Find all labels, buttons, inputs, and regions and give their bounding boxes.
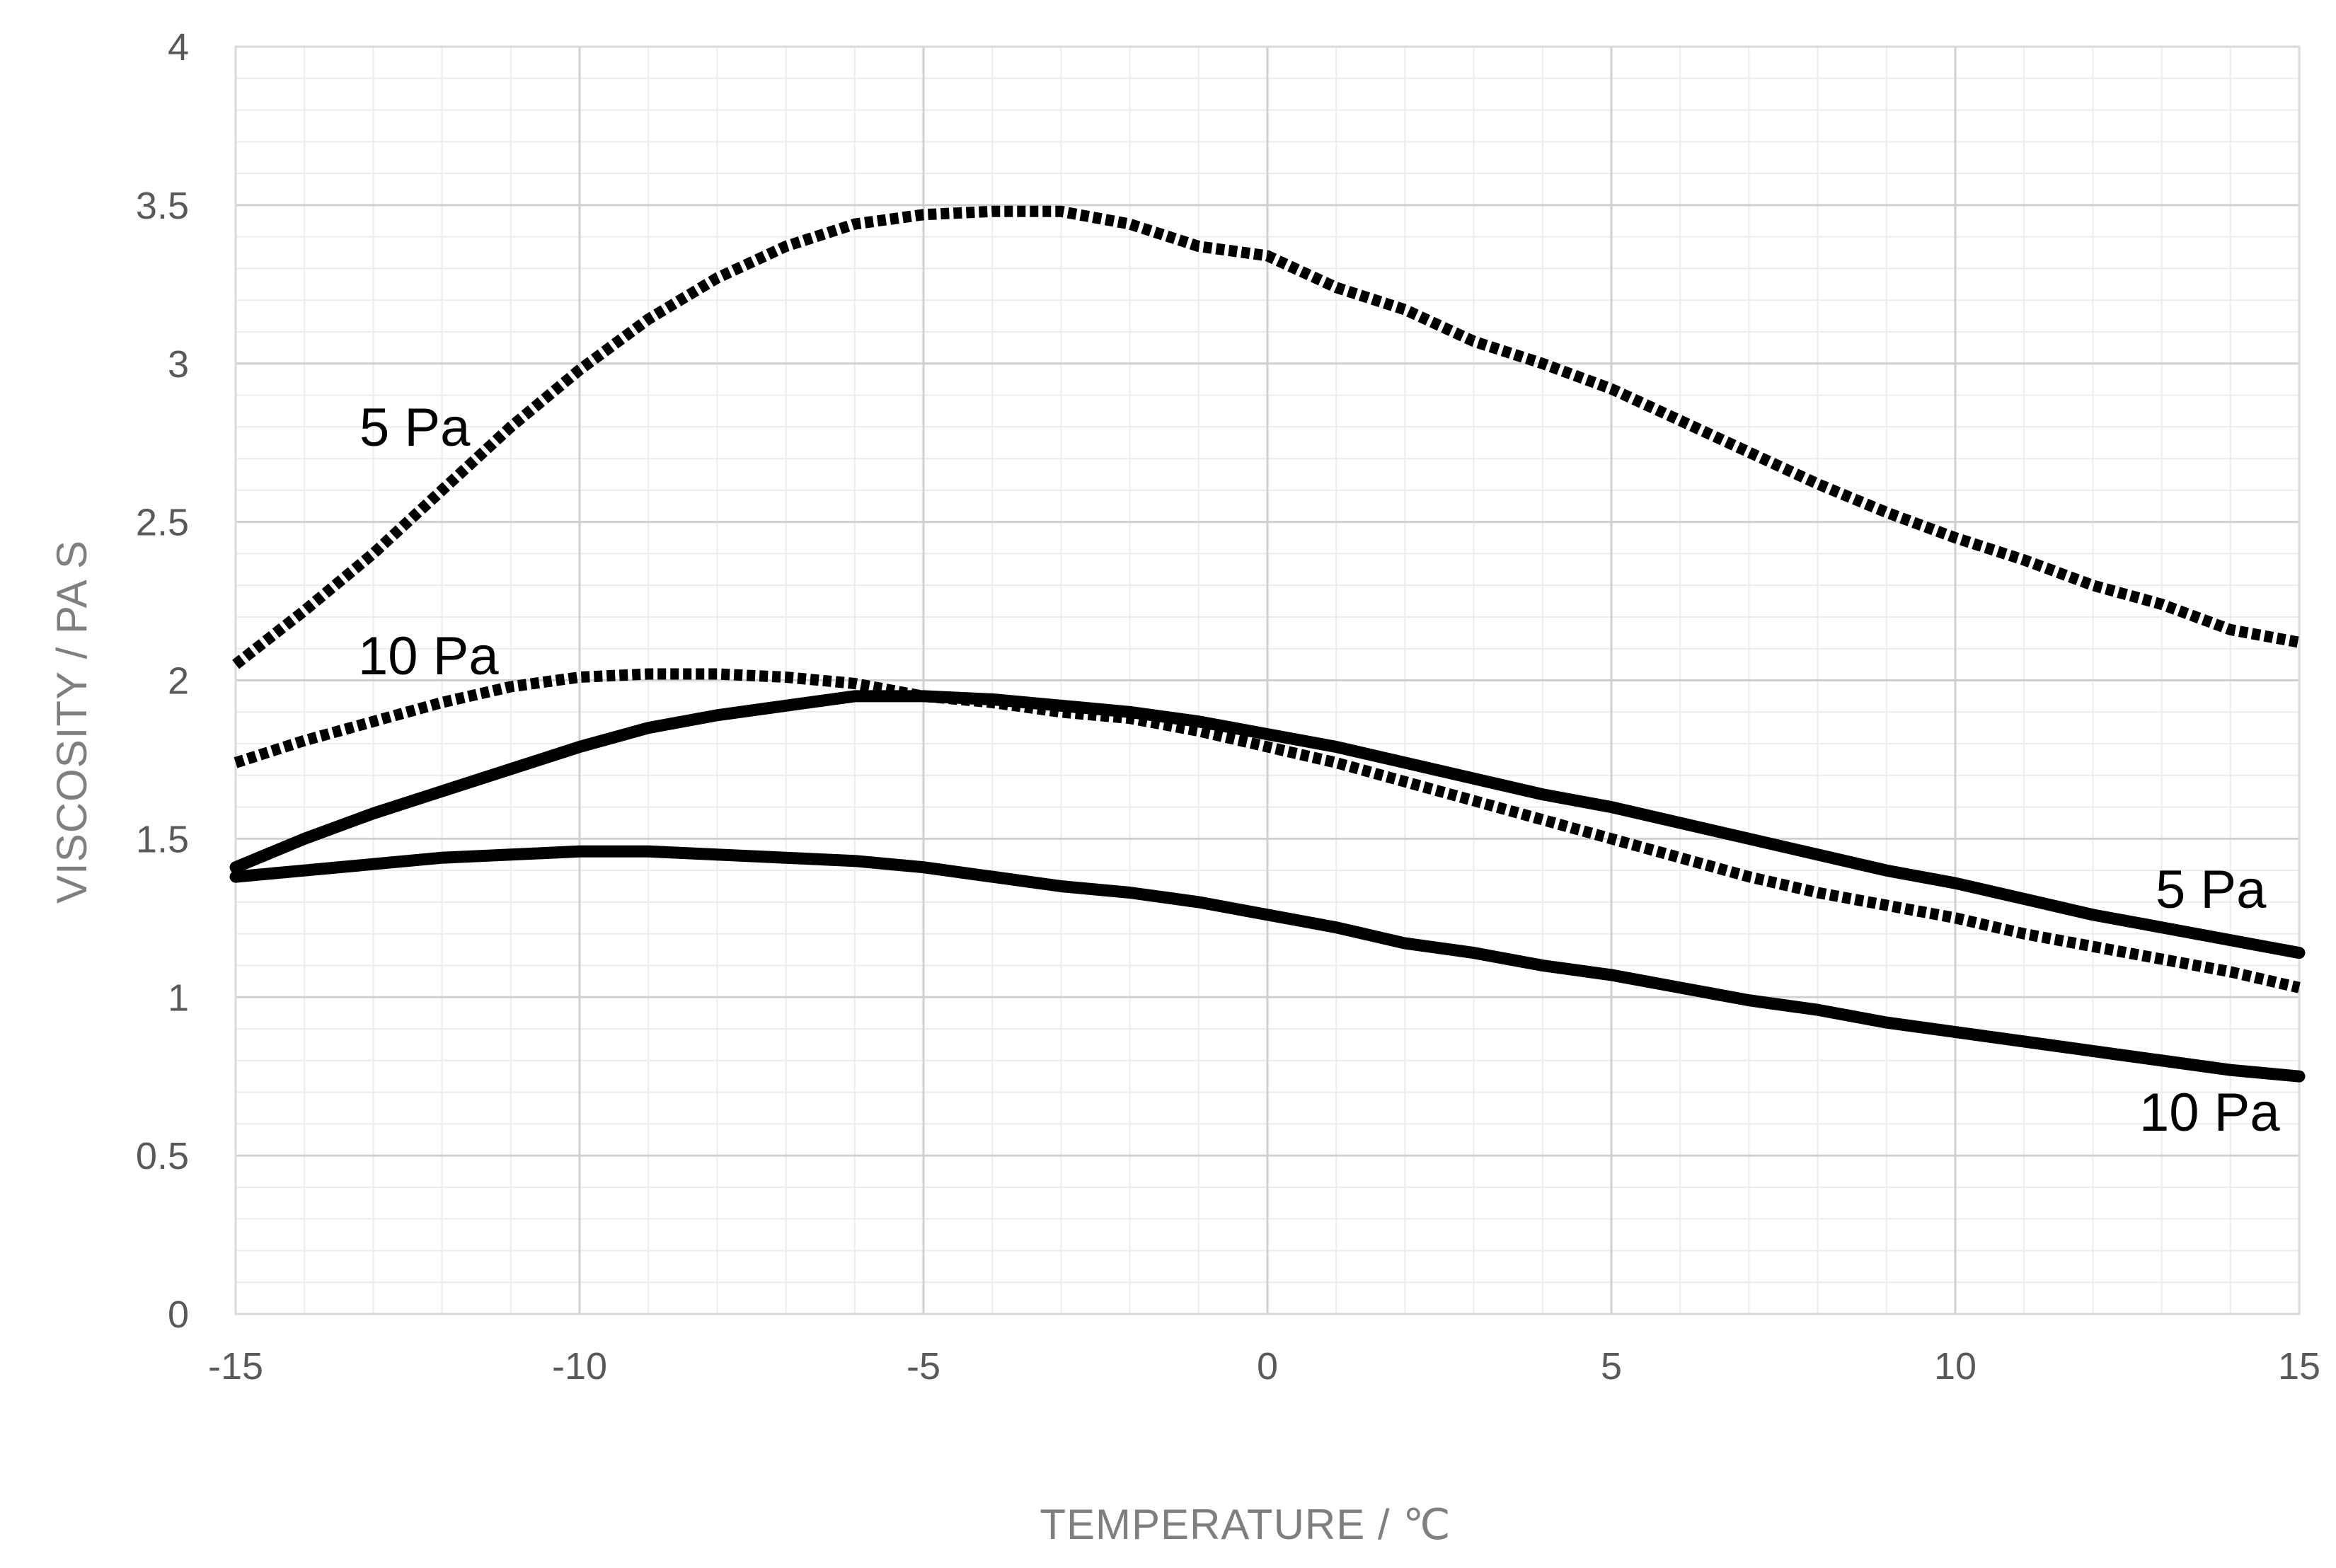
series-line-3 <box>229 690 2306 959</box>
x-axis-title: TEMPERATURE / ℃ <box>1040 1501 1451 1548</box>
y-tick-label: 0.5 <box>136 1135 189 1177</box>
x-tick-label: 5 <box>1601 1345 1622 1388</box>
y-tick-label: 3.5 <box>136 185 189 227</box>
x-tick-label: -5 <box>907 1345 940 1388</box>
plot-frame <box>234 45 2301 1315</box>
y-tick-label: 2 <box>168 660 189 703</box>
y-tick-label: 1.5 <box>136 818 189 860</box>
y-tick-label: 4 <box>168 26 189 69</box>
x-tick-label: 0 <box>1257 1345 1278 1388</box>
y-tick-label: 3 <box>168 343 189 386</box>
series-layer <box>229 205 2306 1083</box>
series-line-2 <box>234 668 2301 993</box>
x-tick-label: 15 <box>2278 1345 2320 1388</box>
y-tick-label: 2.5 <box>136 502 189 544</box>
y-tick-label: 0 <box>168 1293 189 1336</box>
y-tick-labels: 0 0.5 1 1.5 2 2.5 3 3.5 4 <box>136 26 189 1336</box>
series-line-1 <box>232 205 2301 669</box>
annotation-5pa-lower: 5 Pa <box>2156 860 2267 920</box>
y-axis-title: VISCOSITY / PA S <box>48 540 96 904</box>
x-tick-label: -10 <box>552 1345 607 1388</box>
annotation-5pa-upper: 5 Pa <box>359 398 471 458</box>
annotation-10pa-upper: 10 Pa <box>358 626 499 686</box>
x-tick-label: 10 <box>1934 1345 1977 1388</box>
y-tick-label: 1 <box>168 976 189 1019</box>
series-line-4 <box>229 845 2306 1083</box>
x-tick-labels: -15 -10 -5 0 5 10 15 <box>208 1345 2320 1388</box>
annotation-10pa-lower: 10 Pa <box>2139 1083 2280 1143</box>
x-tick-label: -15 <box>208 1345 263 1388</box>
